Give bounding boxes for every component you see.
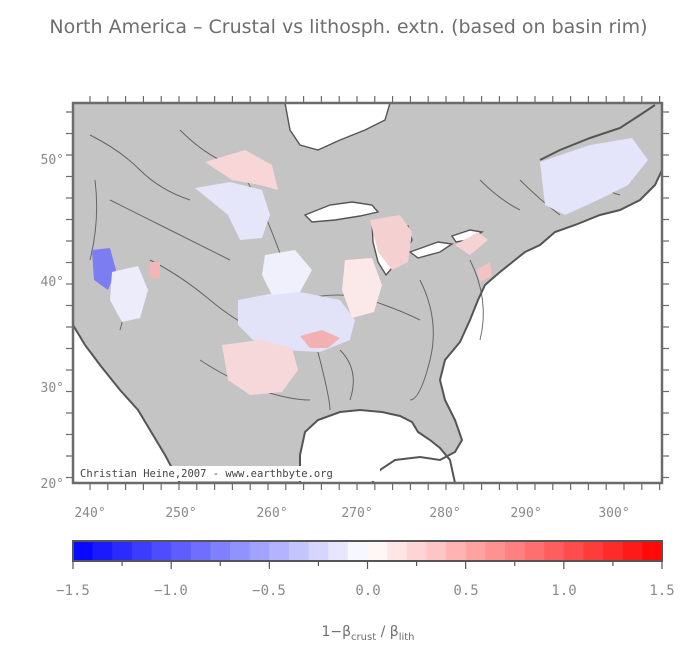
lon-labels: 240° 250° 260° 270° 280° 290° 300°: [74, 506, 629, 521]
lon-label-270: 270°: [341, 506, 372, 521]
colorbar-cell: [171, 541, 192, 561]
colorbar-tick-label: 0.0: [355, 583, 380, 599]
lon-label-240: 240°: [74, 506, 105, 521]
colorbar-cell: [367, 541, 388, 561]
lat-label-40: 40°: [41, 275, 64, 290]
colorbar-cell: [347, 541, 369, 561]
coastlines: [73, 104, 662, 483]
colorbar-cell: [288, 541, 310, 561]
lat-label-50: 50°: [41, 153, 64, 168]
colorbar-cell: [504, 541, 526, 561]
colorbar-cell: [446, 541, 467, 561]
hudson-bay: [284, 103, 391, 151]
colorbar-cell: [426, 541, 447, 561]
credit-box: Christian Heine,2007 - www.earthbyte.org: [76, 466, 380, 481]
colorbar-cell: [603, 541, 624, 561]
colorbar-cell: [642, 541, 663, 561]
colorbar-tick-label: 0.5: [453, 583, 478, 599]
colorbar-cell: [563, 541, 585, 561]
colorbar-ticks: [72, 561, 663, 569]
colorbar-tick-label: −0.5: [252, 583, 286, 599]
colorbar-cell: [524, 541, 545, 561]
lat-label-20: 20°: [41, 477, 64, 492]
lon-label-280: 280°: [429, 506, 460, 521]
credit-text: Christian Heine,2007 - www.earthbyte.org: [80, 468, 333, 480]
colorbar-cell: [151, 541, 172, 561]
anomaly-patches: [92, 138, 648, 395]
gulf-of-california: [73, 325, 180, 483]
map-title: North America – Crustal vs lithosph. ext…: [49, 16, 648, 38]
colorbar-tick-label: 1.0: [551, 583, 576, 599]
colorbar-axis-label: 1−βcrust / βlith: [321, 624, 414, 643]
colorbar-cell: [112, 541, 133, 561]
colorbar-cell: [230, 541, 251, 561]
colorbar-cell: [308, 541, 329, 561]
map-features: [73, 103, 662, 483]
colorbar-cell: [92, 541, 113, 561]
colorbar-cell: [622, 541, 643, 561]
map-frame: [71, 101, 664, 485]
gulf-of-mexico: [300, 410, 455, 483]
colorbar-cells: [73, 541, 663, 561]
colorbar-cell: [387, 541, 408, 561]
lon-label-300: 300°: [598, 506, 629, 521]
map-panel: Christian Heine,2007 - www.earthbyte.org: [66, 96, 669, 490]
lat-label-30: 30°: [41, 381, 64, 396]
colorbar-cell: [131, 541, 153, 561]
colorbar-cell: [465, 541, 486, 561]
colorbar-cell: [406, 541, 427, 561]
colorbar: −1.5 −1.0 −0.5 0.0 0.5 1.0 1.5 1−βcrust …: [56, 540, 675, 643]
colorbar-cell: [583, 541, 604, 561]
lat-labels: 50° 40° 30° 20°: [41, 153, 64, 492]
colorbar-cell: [73, 541, 94, 561]
lon-label-290: 290°: [510, 506, 541, 521]
colorbar-tick-label: −1.0: [154, 583, 188, 599]
colorbar-tick-label: 1.5: [649, 583, 674, 599]
colorbar-cell: [544, 541, 565, 561]
colorbar-cell: [328, 541, 349, 561]
map-ticks: [66, 96, 669, 490]
atlantic-ocean: [372, 103, 662, 483]
colorbar-cell: [269, 541, 290, 561]
lon-label-250: 250°: [165, 506, 196, 521]
colorbar-cell: [249, 541, 270, 561]
colorbar-cell: [190, 541, 212, 561]
colorbar-cell: [210, 541, 231, 561]
lon-label-260: 260°: [256, 506, 287, 521]
colorbar-cell: [485, 541, 506, 561]
colorbar-tick-label: −1.5: [56, 583, 90, 599]
